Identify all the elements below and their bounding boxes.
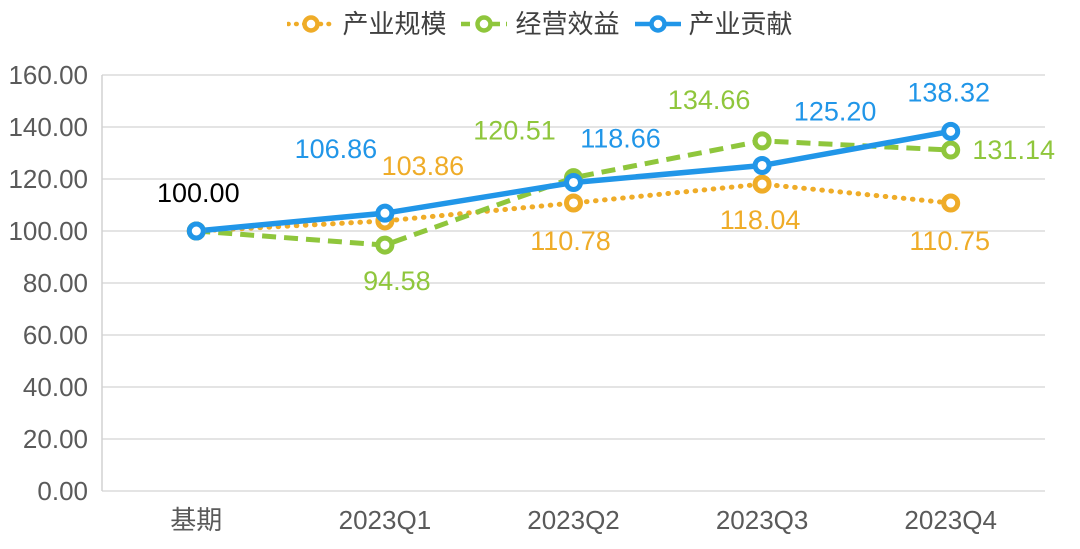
data-point-marker [564, 193, 583, 213]
legend-marker-icon [461, 15, 508, 34]
y-tick-label: 120.00 [8, 164, 88, 194]
legend-item-1: 经营效益 [460, 9, 620, 39]
data-label: 118.04 [720, 205, 801, 235]
data-label: 120.51 [473, 116, 556, 146]
data-point-marker [752, 131, 772, 151]
data-label: 94.58 [363, 266, 431, 296]
x-tick-label: 2023Q3 [716, 505, 809, 535]
y-tick-label: 80.00 [23, 268, 88, 298]
y-tick-label: 40.00 [23, 372, 88, 402]
data-label: 110.75 [909, 226, 990, 256]
legend-item-2: 产业贡献 [634, 10, 793, 39]
data-point-marker [752, 174, 772, 194]
y-tick-label: 0.00 [37, 476, 88, 506]
data-label: 103.86 [382, 151, 465, 181]
data-point-marker [375, 235, 395, 255]
data-label: 100.00 [157, 178, 240, 208]
data-label: 138.32 [907, 77, 990, 107]
data-label: 110.78 [530, 226, 611, 256]
data-label: 118.66 [580, 123, 661, 153]
data-label: 125.20 [794, 96, 877, 126]
data-point-marker [186, 221, 206, 241]
series-line-0 [193, 181, 954, 234]
legend-label: 经营效益 [515, 9, 620, 39]
y-tick-label: 160.00 [8, 60, 88, 90]
x-tick-label: 2023Q1 [339, 505, 432, 535]
x-tick-label: 2023Q2 [527, 505, 620, 535]
data-point-marker [564, 172, 583, 192]
y-tick-label: 140.00 [8, 112, 88, 142]
data-label: 134.66 [668, 85, 751, 115]
x-tick-label: 基期 [170, 505, 222, 535]
legend-marker-icon [287, 15, 336, 34]
data-label: 106.86 [295, 134, 378, 164]
legend-marker-icon [634, 15, 681, 34]
y-tick-label: 20.00 [23, 424, 88, 454]
data-point-marker [375, 203, 395, 223]
y-tick-label: 60.00 [23, 320, 88, 350]
data-point-marker [752, 155, 772, 175]
legend-label: 产业规模 [342, 9, 447, 39]
data-point-marker [941, 140, 961, 160]
chart-legend: 产业规模 经营效益 产业贡献 [0, 10, 1080, 39]
data-point-marker [941, 193, 961, 213]
legend-label: 产业贡献 [688, 9, 793, 39]
y-tick-label: 100.00 [8, 216, 88, 246]
data-point-marker [941, 121, 961, 141]
series-line-1 [196, 138, 951, 248]
legend-item-0: 产业规模 [287, 10, 446, 39]
data-label: 131.14 [972, 135, 1055, 165]
x-tick-label: 2023Q4 [904, 505, 997, 535]
